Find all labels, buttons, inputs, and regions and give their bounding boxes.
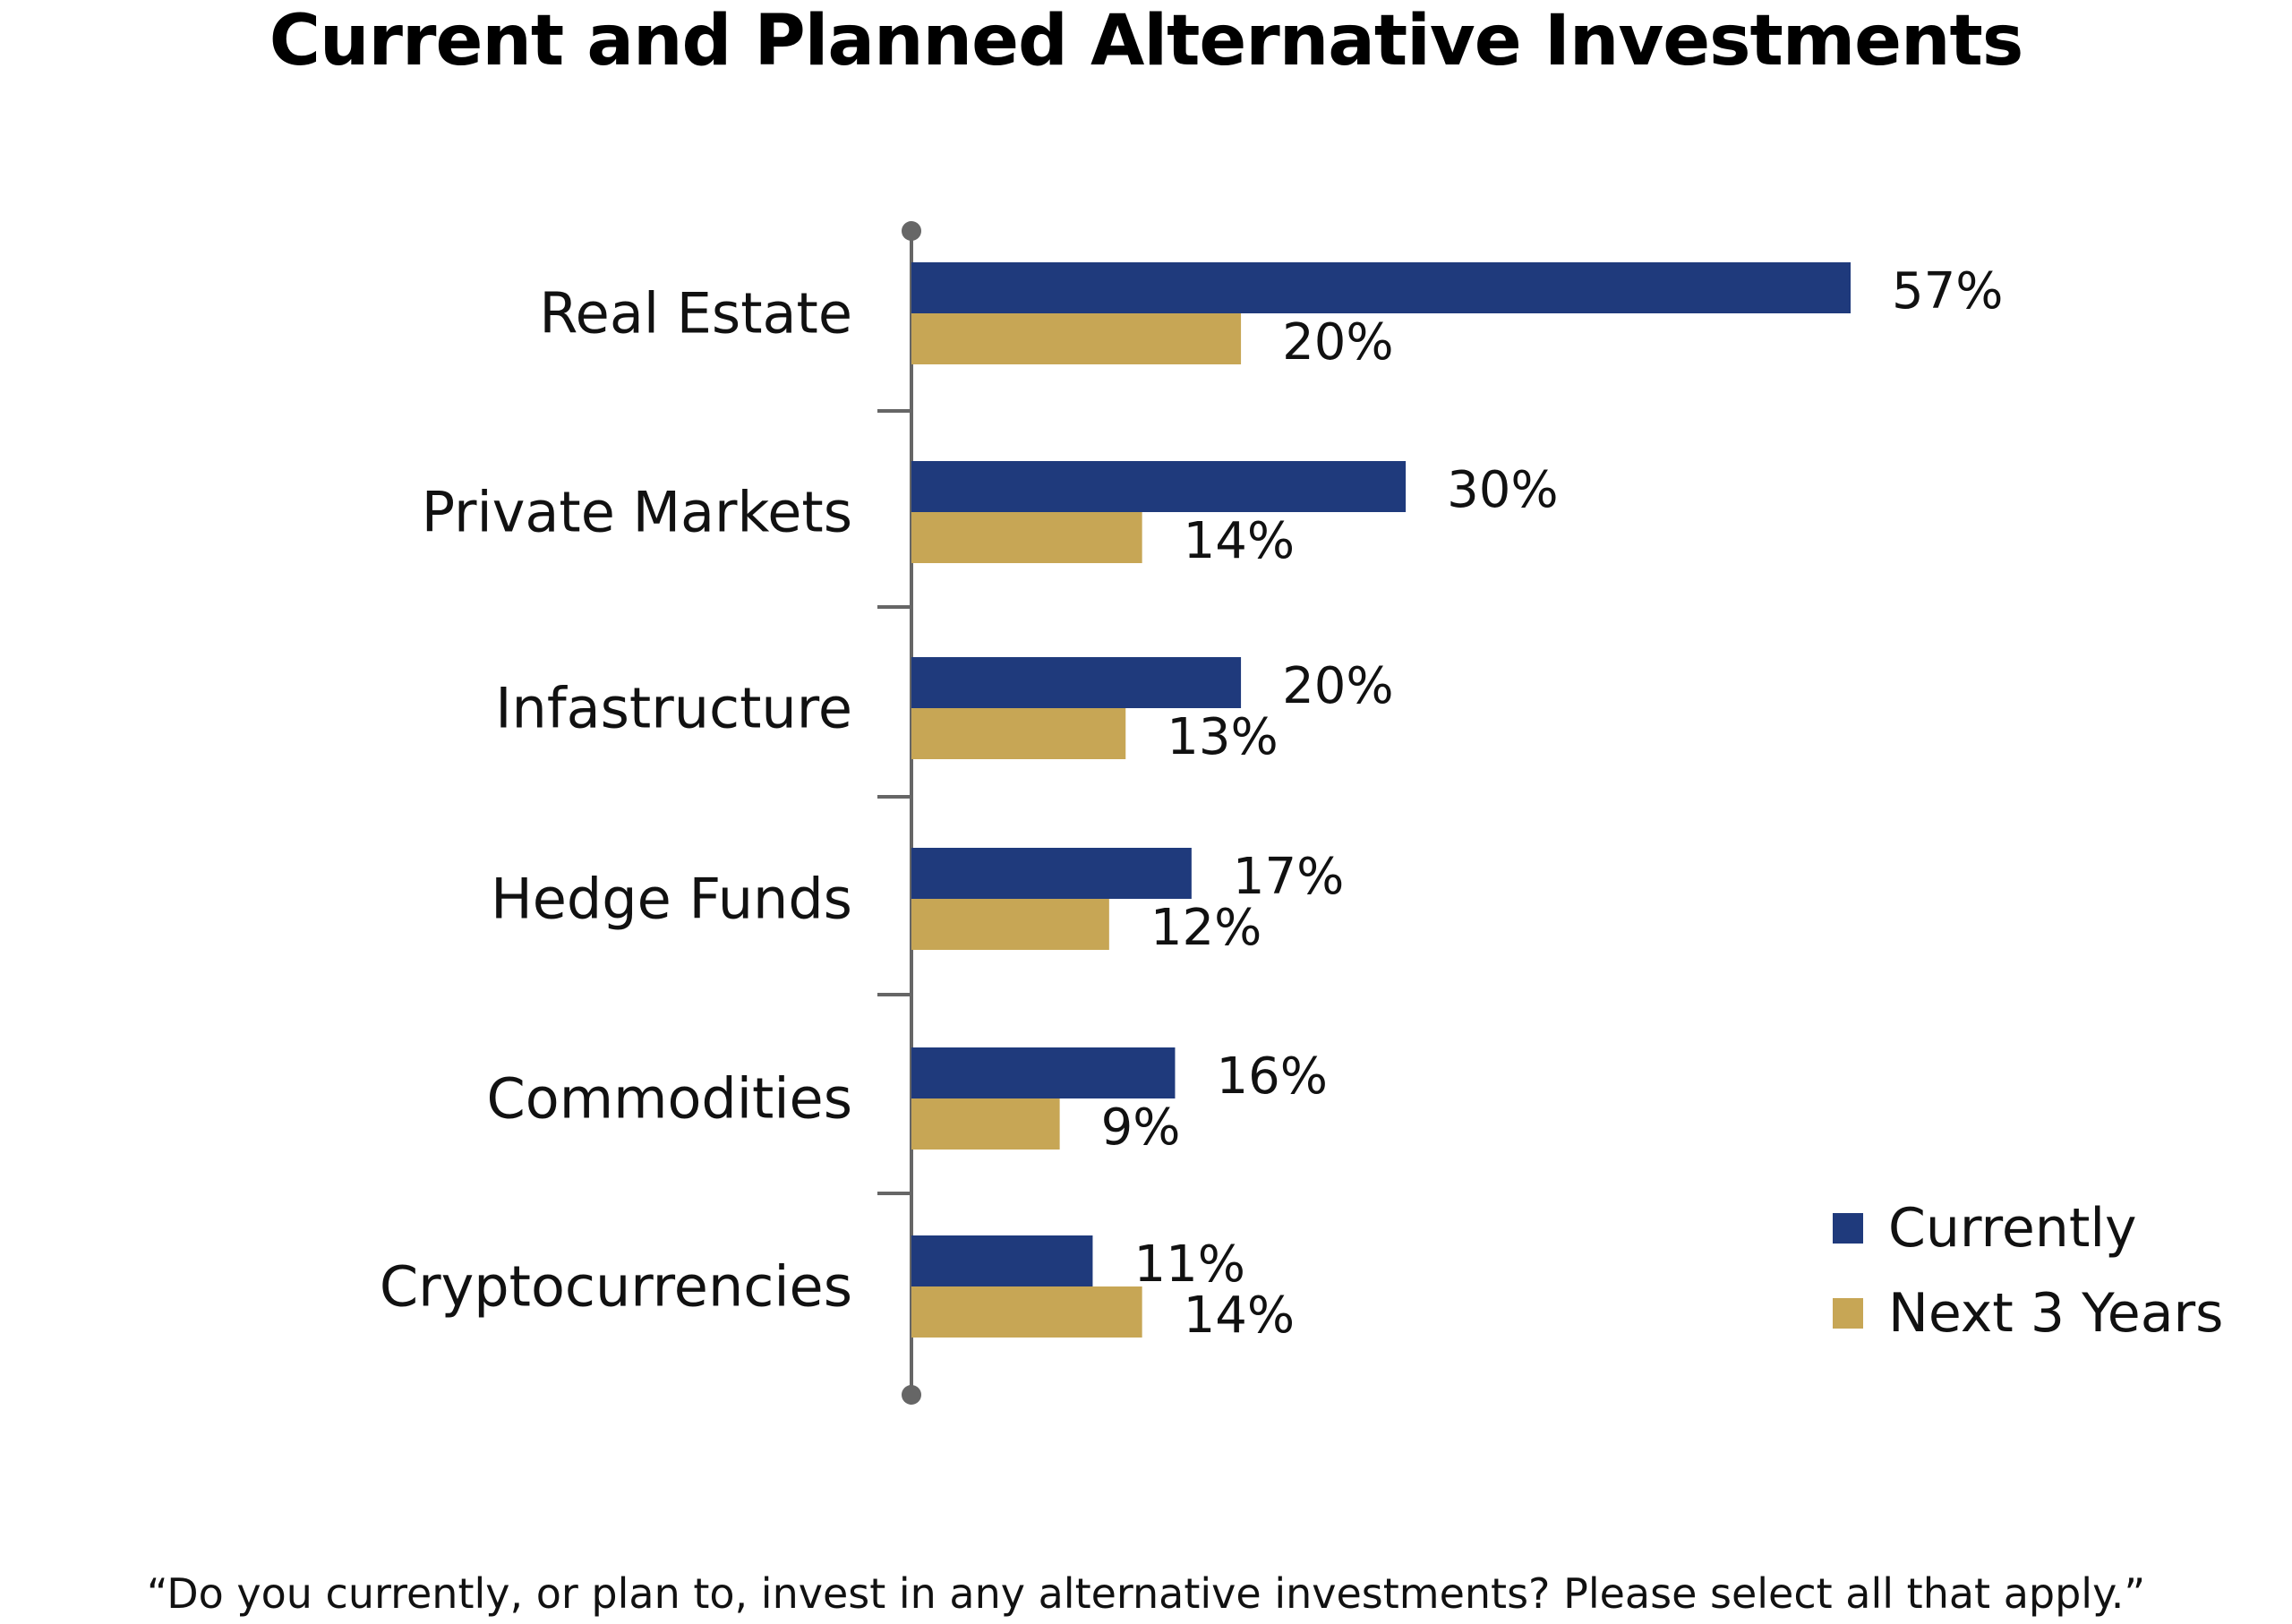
bar-next-3-years <box>911 1286 1142 1338</box>
category-label: Private Markets <box>422 480 852 545</box>
chart-title: Current and Planned Alternative Investme… <box>269 1 2024 81</box>
category-label: Infastructure <box>495 676 852 741</box>
data-label: 9% <box>1101 1098 1181 1157</box>
legend: Currently Next 3 Years <box>1833 1197 2223 1345</box>
data-label: 12% <box>1150 899 1261 957</box>
labels-group: Real Estate 57% 20% Private Markets 30% 14% In… <box>380 262 2004 1345</box>
legend-label: Currently <box>1888 1197 2137 1260</box>
data-label: 13% <box>1167 708 1278 766</box>
legend-swatch <box>1833 1213 1863 1244</box>
legend-label: Next 3 Years <box>1888 1282 2223 1345</box>
category-label: Cryptocurrencies <box>380 1254 852 1320</box>
bar-currently <box>911 1235 1093 1286</box>
bar-next-3-years <box>911 1098 1060 1150</box>
bar-next-3-years <box>911 512 1142 563</box>
bar-next-3-years <box>911 899 1109 950</box>
axis-cap-bottom <box>902 1385 921 1405</box>
bar-currently <box>911 461 1407 512</box>
bar-next-3-years <box>911 708 1126 759</box>
category-axis <box>877 221 921 1405</box>
data-label: 20% <box>1282 657 1393 715</box>
axis-cap-top <box>902 221 921 241</box>
data-label: 17% <box>1233 848 1344 906</box>
data-label: 14% <box>1184 1286 1295 1345</box>
chart-footnote: “Do you currently, or plan to, invest in… <box>146 1569 2146 1618</box>
category-label: Commodities <box>486 1066 852 1132</box>
bar-currently <box>911 657 1242 708</box>
bar-next-3-years <box>911 313 1242 364</box>
category-label: Hedge Funds <box>491 867 852 932</box>
data-label: 20% <box>1282 313 1393 372</box>
bar-currently <box>911 848 1192 899</box>
data-label: 11% <box>1133 1235 1244 1294</box>
data-label: 30% <box>1447 461 1558 519</box>
bar-currently <box>911 1047 1176 1098</box>
data-label: 14% <box>1184 512 1295 570</box>
category-label: Real Estate <box>539 281 852 346</box>
data-label: 16% <box>1216 1047 1327 1106</box>
bars-group <box>911 262 1851 1338</box>
data-label: 57% <box>1892 262 2003 321</box>
bar-currently <box>911 262 1851 313</box>
legend-swatch <box>1833 1298 1863 1329</box>
